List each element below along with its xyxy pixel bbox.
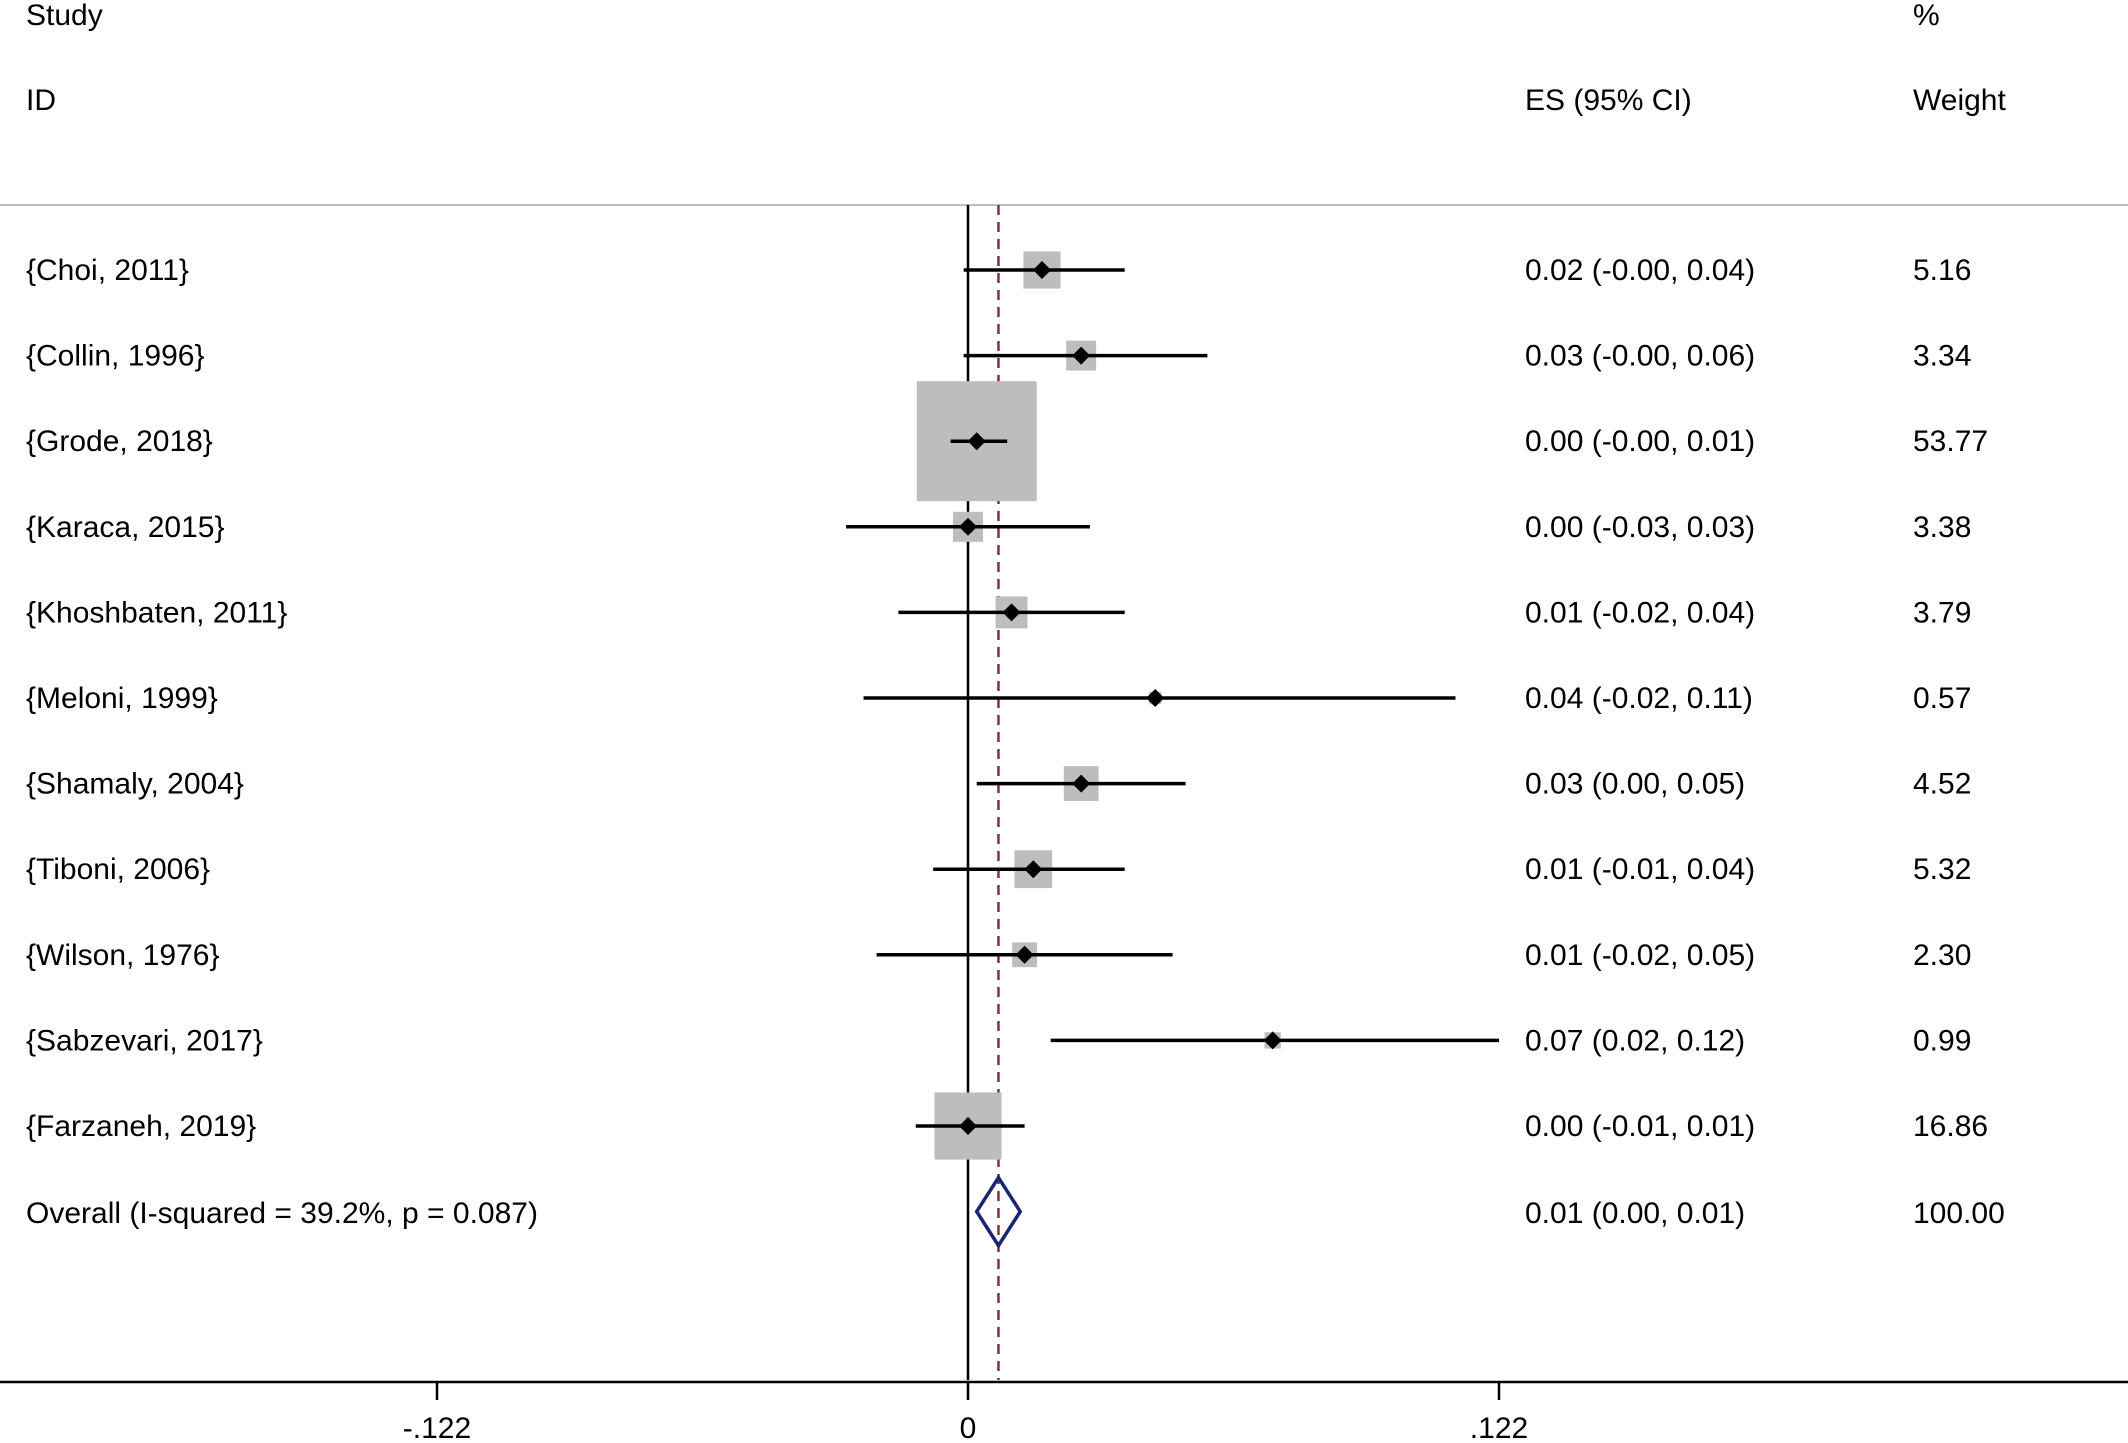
overall-diamond (974, 1174, 1023, 1249)
overall-weight-text: 100.00 (1913, 1197, 2005, 1230)
point-estimate (1032, 261, 1051, 279)
weight-text: 5.16 (1913, 254, 1971, 287)
es-ci-text: 0.03 (0.00, 0.05) (1525, 768, 1745, 801)
study-row: {Karaca, 2015} 0.00 (-0.03, 0.03) 3.38 (26, 511, 1971, 544)
point-estimate (1146, 689, 1165, 707)
study-row: {Sabzevari, 2017} 0.07 (0.02, 0.12) 0.99 (26, 1024, 1971, 1057)
es-ci-text: 0.00 (-0.03, 0.03) (1525, 511, 1755, 544)
study-label: {Grode, 2018} (26, 425, 213, 458)
study-label: {Tiboni, 2006} (26, 853, 210, 886)
study-label: {Collin, 1996} (26, 340, 204, 373)
study-row: {Shamaly, 2004} 0.03 (0.00, 0.05) 4.52 (26, 766, 1971, 801)
weight-text: 2.30 (1913, 939, 1971, 972)
header-weight: Weight (1913, 84, 2006, 117)
study-rows: {Choi, 2011} 0.02 (-0.00, 0.04) 5.16 {Colli… (26, 251, 1988, 1160)
study-row: {Wilson, 1976} 0.01 (-0.02, 0.05) 2.30 (26, 939, 1971, 972)
point-estimate (1002, 603, 1021, 622)
es-ci-text: 0.07 (0.02, 0.12) (1525, 1024, 1745, 1057)
point-estimate (1015, 945, 1034, 964)
es-ci-text: 0.04 (-0.02, 0.11) (1525, 682, 1753, 715)
es-ci-text: 0.01 (-0.02, 0.04) (1525, 596, 1755, 629)
x-tick-label: -.122 (403, 1412, 471, 1443)
study-row: {Meloni, 1999} 0.04 (-0.02, 0.11) 0.57 (26, 682, 1971, 715)
x-tick-label: .122 (1470, 1412, 1528, 1443)
weight-text: 4.52 (1913, 768, 1971, 801)
es-ci-text: 0.01 (-0.01, 0.04) (1525, 853, 1755, 886)
study-label: {Choi, 2011} (26, 254, 189, 287)
weight-text: 16.86 (1913, 1110, 1988, 1143)
study-label: {Wilson, 1976} (26, 939, 219, 972)
es-ci-text: 0.01 (-0.02, 0.05) (1525, 939, 1755, 972)
study-row: {Collin, 1996} 0.03 (-0.00, 0.06) 3.34 (26, 340, 1971, 373)
point-estimate (1072, 346, 1091, 365)
study-row: {Farzaneh, 2019} 0.00 (-0.01, 0.01) 16.86 (26, 1092, 1988, 1160)
point-estimate (959, 1117, 977, 1135)
x-tick-label: 0 (960, 1412, 977, 1443)
study-label: {Meloni, 1999} (26, 682, 218, 715)
study-row: {Tiboni, 2006} 0.01 (-0.01, 0.04) 5.32 (26, 850, 1971, 889)
overall-label: Overall (I-squared = 39.2%, p = 0.087) (26, 1197, 538, 1230)
study-row: {Khoshbaten, 2011} 0.01 (-0.02, 0.04) 3.79 (26, 596, 1971, 629)
weight-text: 0.57 (1913, 682, 1971, 715)
overall-es-text: 0.01 (0.00, 0.01) (1525, 1197, 1745, 1230)
header-percent: % (1913, 0, 1940, 32)
study-label: {Khoshbaten, 2011} (26, 596, 287, 629)
weight-text: 0.99 (1913, 1024, 1971, 1057)
study-label: {Farzaneh, 2019} (26, 1110, 256, 1143)
header-id: ID (26, 84, 56, 117)
es-ci-text: 0.02 (-0.00, 0.04) (1525, 254, 1755, 287)
weight-text: 3.79 (1913, 596, 1971, 629)
point-estimate (967, 432, 986, 451)
study-label: {Sabzevari, 2017} (26, 1024, 263, 1057)
es-ci-text: 0.03 (-0.00, 0.06) (1525, 340, 1755, 373)
es-ci-text: 0.00 (-0.01, 0.01) (1525, 1110, 1755, 1143)
study-label: {Karaca, 2015} (26, 511, 225, 544)
point-estimate (1072, 774, 1091, 793)
study-label: {Shamaly, 2004} (26, 768, 244, 801)
study-row: {Choi, 2011} 0.02 (-0.00, 0.04) 5.16 (26, 251, 1971, 289)
point-estimate (959, 517, 977, 536)
point-estimate (1263, 1031, 1282, 1050)
study-row: {Grode, 2018} 0.00 (-0.00, 0.01) 53.77 (26, 381, 1988, 502)
point-estimate (1024, 860, 1043, 879)
header-study: Study (26, 0, 103, 32)
header-es: ES (95% CI) (1525, 84, 1692, 117)
weight-text: 5.32 (1913, 853, 1971, 886)
es-ci-text: 0.00 (-0.00, 0.01) (1525, 425, 1755, 458)
weight-text: 3.34 (1913, 340, 1971, 373)
x-axis-ticks: -.122 0 .122 (403, 1382, 1528, 1443)
weight-text: 53.77 (1913, 425, 1988, 458)
weight-text: 3.38 (1913, 511, 1971, 544)
